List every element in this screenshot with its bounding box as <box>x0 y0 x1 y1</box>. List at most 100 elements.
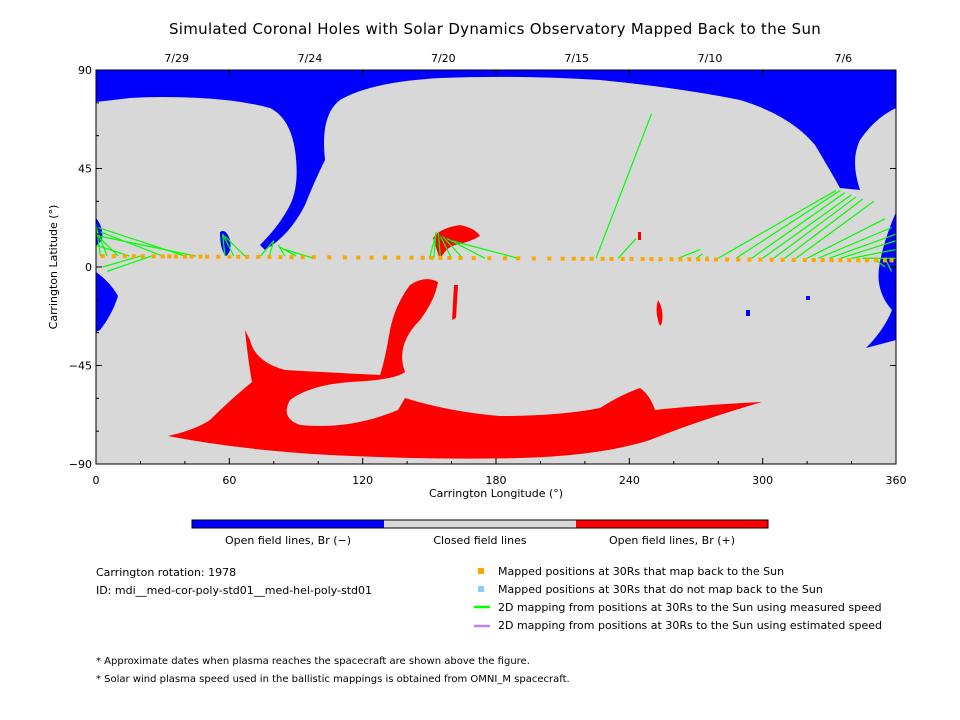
blue-speck-1 <box>746 310 750 316</box>
mapped-position-point <box>458 256 463 261</box>
mapped-position-point <box>140 254 145 259</box>
mapped-position-point <box>620 256 625 261</box>
blue-patch-right-edge <box>866 212 896 348</box>
mapping-line <box>451 240 519 259</box>
mapped-position-point <box>769 257 774 262</box>
mapped-position-point <box>342 255 347 260</box>
carrington-rotation: Carrington rotation: 1978 <box>96 566 237 579</box>
mapped-position-point <box>122 254 127 259</box>
model-id: ID: mdi__med-cor-poly-std01__med-hel-pol… <box>96 584 373 597</box>
top-date-label: 7/15 <box>564 52 589 65</box>
mapped-position-point <box>429 255 434 260</box>
top-date-label: 7/10 <box>698 52 723 65</box>
mapped-position-point <box>311 255 316 260</box>
legend-unmapped-symbol <box>478 586 484 592</box>
mapping-line <box>735 189 841 259</box>
mapping-line <box>817 227 892 259</box>
mapping-line <box>284 248 314 259</box>
mapped-position-point <box>327 255 332 260</box>
mapped-position-point <box>678 257 683 262</box>
footnote-plasma-speed: * Solar wind plasma speed used in the ba… <box>96 674 570 685</box>
mapping-line <box>433 231 437 259</box>
red-patch-lon253 <box>656 300 663 326</box>
mapped-position-point <box>289 255 294 260</box>
mapped-position-point <box>705 257 710 262</box>
mapping-line <box>806 218 886 259</box>
blue-speck-2 <box>806 296 810 300</box>
mapped-position-point <box>151 254 156 259</box>
mapped-position-point <box>571 256 576 261</box>
mapping-line <box>224 235 246 257</box>
mapped-position-point <box>516 256 521 261</box>
legend-unmapped-label: Mapped positions at 30Rs that do not map… <box>498 583 823 596</box>
mapped-position-point <box>649 257 654 262</box>
mapped-position-point <box>267 255 272 260</box>
mapped-position-point <box>696 257 701 262</box>
mapped-position-point <box>256 254 261 259</box>
mapped-position-point <box>174 254 178 259</box>
mapping-line <box>442 235 464 259</box>
x-tick-label: 300 <box>752 474 773 487</box>
mapped-position-point <box>409 255 414 260</box>
y-tick-label: −90 <box>69 458 92 471</box>
mapped-position-point <box>889 258 894 263</box>
mapping-line <box>277 244 286 257</box>
y-tick-label: 90 <box>78 64 92 77</box>
mapped-position-point <box>471 256 476 261</box>
mapping-line <box>617 238 637 259</box>
colorbar-frame <box>191 519 769 529</box>
mapped-position-point <box>747 257 752 262</box>
x-tick-label: 180 <box>486 474 507 487</box>
mapping-line <box>96 233 119 257</box>
y-tick-label: −45 <box>69 360 92 373</box>
mapped-position-point <box>856 258 861 263</box>
colorbar-closed <box>384 520 576 528</box>
top-date-label: 7/29 <box>164 52 189 65</box>
mapping-line <box>751 192 846 259</box>
mapped-position-point <box>438 255 443 260</box>
mapped-position-point <box>531 256 536 261</box>
mapped-position-point <box>560 256 565 261</box>
y-axis-label: Carrington Latitude (°) <box>47 205 60 330</box>
mapping-line <box>851 248 896 259</box>
mapping-line <box>106 255 152 272</box>
mapped-position-point <box>882 258 887 263</box>
mapped-position-point <box>758 257 763 262</box>
mapping-line <box>96 227 108 257</box>
mapped-position-point <box>736 257 741 262</box>
mapping-line <box>280 246 297 257</box>
mapping-line <box>222 233 235 257</box>
mapped-position-point <box>131 254 136 259</box>
chart-title: Simulated Coronal Holes with Solar Dynam… <box>168 20 822 38</box>
y-tick-label: 0 <box>85 261 92 274</box>
mapped-position-point <box>236 254 241 259</box>
mapped-position-point <box>725 257 730 262</box>
mapped-position-point <box>182 254 187 259</box>
legend-measured-label: 2D mapping from positions at 30Rs to the… <box>498 601 882 614</box>
mapped-position-point <box>167 254 172 259</box>
mapped-position-point <box>382 255 387 260</box>
mapping-line <box>784 198 864 259</box>
mapped-position-point <box>245 254 250 259</box>
mapped-position-point <box>791 257 796 262</box>
mapped-position-point <box>609 256 614 261</box>
mapped-position-point <box>160 254 165 259</box>
mapping-line <box>678 248 701 259</box>
mapped-position-point <box>640 257 645 262</box>
mapped-position-point <box>227 254 232 259</box>
mapped-position-point <box>829 258 834 263</box>
colorbar-label-negative: Open field lines, Br (−) <box>224 534 352 547</box>
mapping-line <box>795 200 875 259</box>
closed-field-region <box>96 70 896 464</box>
mapped-position-point <box>669 257 674 262</box>
mapped-position-point <box>687 257 692 262</box>
mapped-position-point <box>629 256 634 261</box>
mapped-position-point <box>714 257 718 262</box>
colorbar-open-positive <box>576 520 768 528</box>
mapped-position-point <box>589 256 594 261</box>
footnote-dates: * Approximate dates when plasma reaches … <box>96 656 530 667</box>
mapped-position-point <box>369 255 374 260</box>
legend-estimated-label: 2D mapping from positions at 30Rs to the… <box>498 619 883 632</box>
mapped-position-point <box>502 256 507 261</box>
blue-patch-left-edge-lower <box>96 272 118 332</box>
